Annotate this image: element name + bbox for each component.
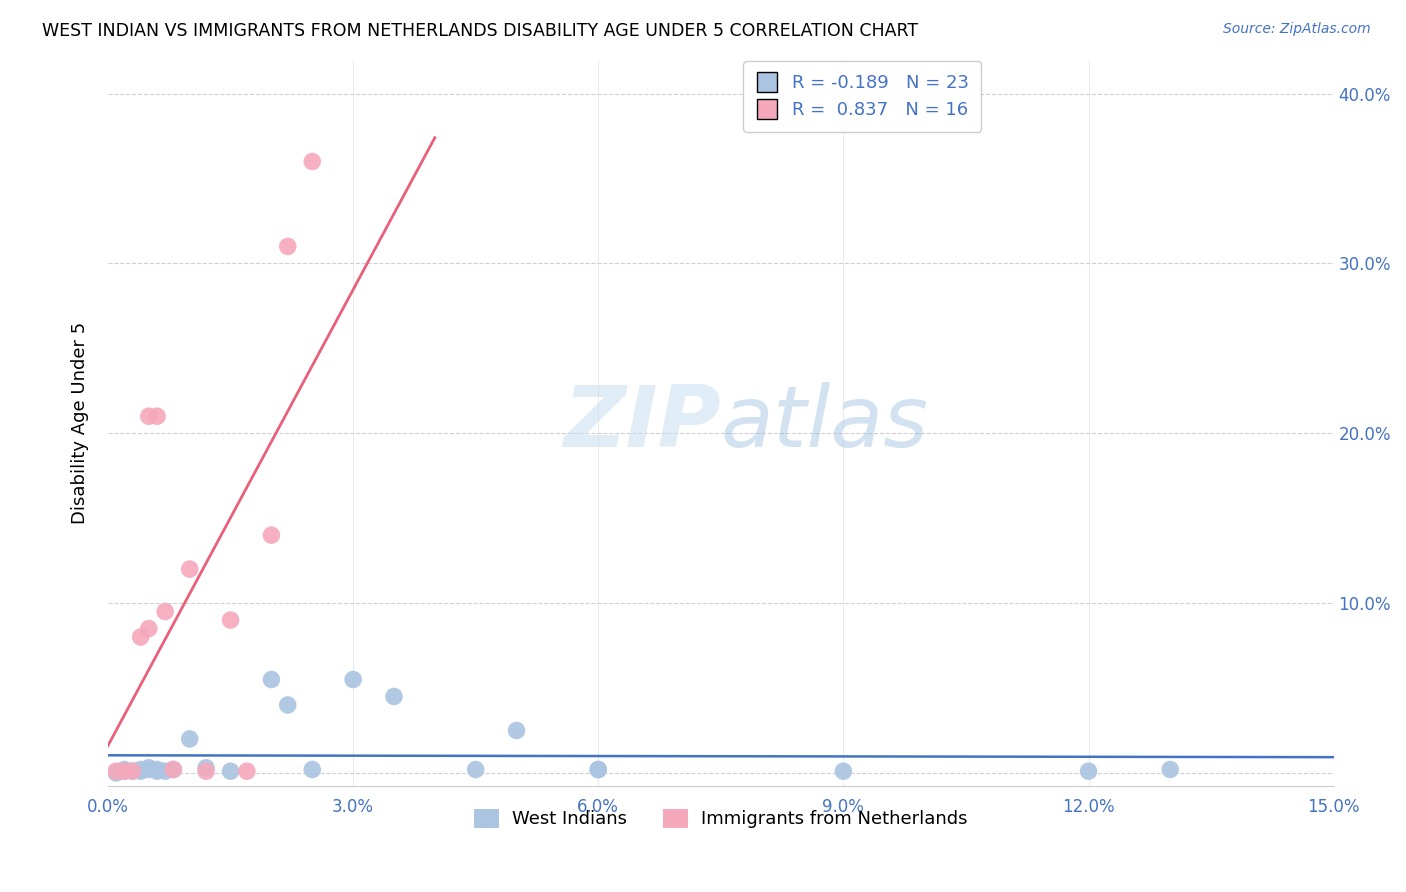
Point bbox=[153, 764, 176, 779]
Point bbox=[342, 673, 364, 687]
Point bbox=[138, 409, 160, 424]
Text: Source: ZipAtlas.com: Source: ZipAtlas.com bbox=[1223, 22, 1371, 37]
Point bbox=[301, 763, 323, 777]
Point bbox=[1077, 764, 1099, 779]
Point bbox=[146, 764, 169, 779]
Point bbox=[153, 605, 176, 619]
Point bbox=[195, 764, 218, 779]
Y-axis label: Disability Age Under 5: Disability Age Under 5 bbox=[72, 322, 89, 524]
Point bbox=[586, 763, 609, 777]
Point bbox=[105, 764, 128, 779]
Point bbox=[146, 763, 169, 777]
Point bbox=[162, 763, 184, 777]
Point bbox=[586, 763, 609, 777]
Point bbox=[112, 764, 135, 779]
Point bbox=[138, 622, 160, 636]
Point bbox=[236, 764, 259, 779]
Point bbox=[121, 764, 143, 779]
Point bbox=[129, 764, 152, 779]
Point bbox=[179, 562, 201, 576]
Point bbox=[464, 763, 486, 777]
Text: WEST INDIAN VS IMMIGRANTS FROM NETHERLANDS DISABILITY AGE UNDER 5 CORRELATION CH: WEST INDIAN VS IMMIGRANTS FROM NETHERLAN… bbox=[42, 22, 918, 40]
Point bbox=[301, 154, 323, 169]
Point bbox=[138, 761, 160, 775]
Point bbox=[277, 239, 299, 253]
Point bbox=[505, 723, 527, 738]
Point bbox=[138, 763, 160, 777]
Point bbox=[382, 690, 405, 704]
Legend: West Indians, Immigrants from Netherlands: West Indians, Immigrants from Netherland… bbox=[467, 802, 974, 836]
Text: atlas: atlas bbox=[721, 382, 929, 465]
Point bbox=[129, 630, 152, 644]
Point bbox=[146, 409, 169, 424]
Point bbox=[105, 765, 128, 780]
Point bbox=[1159, 763, 1181, 777]
Point bbox=[260, 673, 283, 687]
Point bbox=[219, 613, 242, 627]
Point bbox=[129, 763, 152, 777]
Point bbox=[112, 763, 135, 777]
Point bbox=[260, 528, 283, 542]
Point bbox=[832, 764, 855, 779]
Point bbox=[179, 731, 201, 746]
Text: ZIP: ZIP bbox=[564, 382, 721, 465]
Point bbox=[277, 698, 299, 712]
Point bbox=[112, 764, 135, 779]
Point bbox=[195, 761, 218, 775]
Point bbox=[121, 764, 143, 779]
Point bbox=[219, 764, 242, 779]
Point bbox=[162, 763, 184, 777]
